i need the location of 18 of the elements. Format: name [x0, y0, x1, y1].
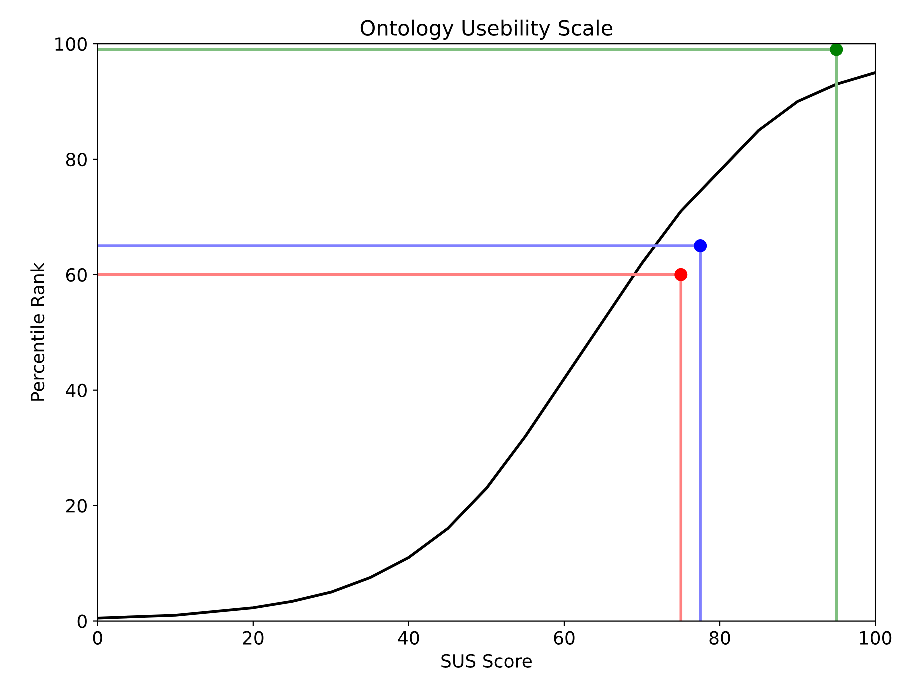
- y-tick-label: 40: [66, 384, 87, 398]
- x-tick-label: 20: [243, 631, 264, 645]
- point: [674, 268, 688, 282]
- point: [694, 240, 708, 253]
- x-axis-title: SUS Score: [442, 654, 532, 668]
- y-tick-label: 100: [56, 37, 87, 52]
- y-tick-label: 0: [78, 614, 87, 628]
- y-tick-label: 80: [66, 152, 87, 167]
- x-tick-label: 100: [860, 631, 892, 645]
- y-axis-title: Percentile Rank: [30, 262, 45, 401]
- x-tick-label: 40: [398, 631, 420, 645]
- y-tick-label: 20: [66, 499, 87, 513]
- chart-title: Ontology Usebility Scale: [360, 20, 613, 40]
- point: [830, 44, 844, 56]
- x-tick-label: 80: [710, 631, 730, 645]
- x-tick-label: 60: [554, 631, 575, 645]
- y-tick-label: 60: [66, 268, 87, 282]
- x-tick-label: 0: [93, 631, 102, 645]
